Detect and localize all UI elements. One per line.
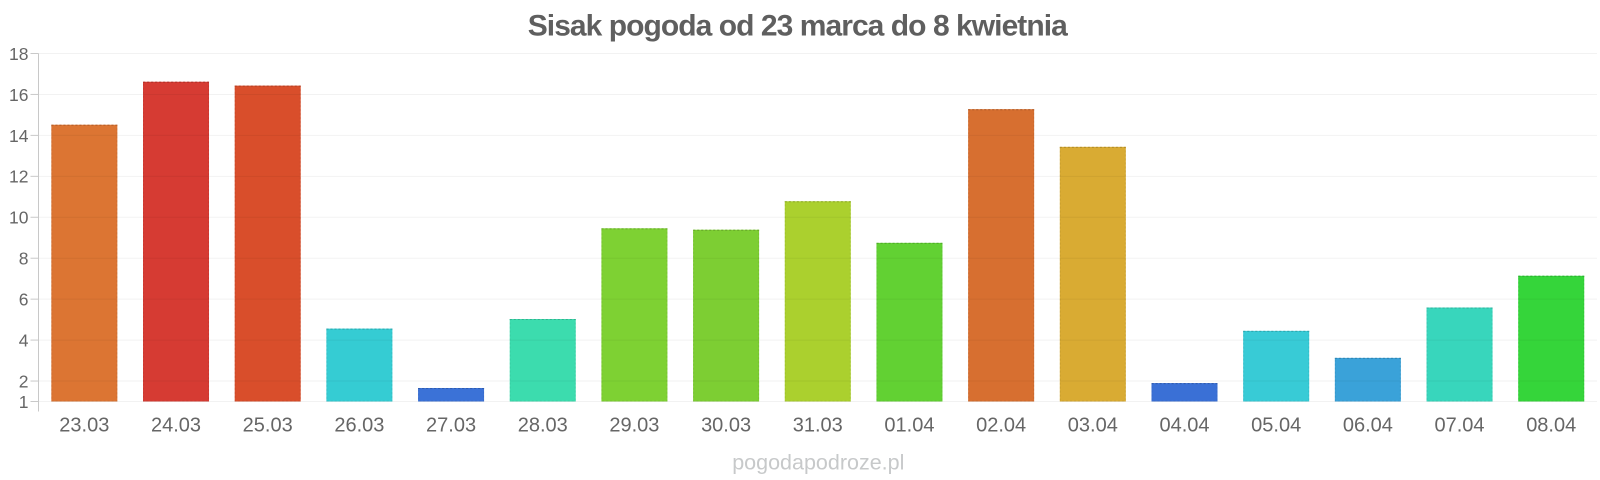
svg-text:30.03: 30.03 <box>701 414 751 436</box>
svg-text:25.03: 25.03 <box>243 414 293 436</box>
svg-text:pogodapodroze.pl: pogodapodroze.pl <box>732 451 904 475</box>
svg-text:10: 10 <box>9 208 29 228</box>
svg-text:05.04: 05.04 <box>1251 414 1301 436</box>
svg-text:31.03: 31.03 <box>793 414 843 436</box>
svg-text:12: 12 <box>9 167 28 187</box>
svg-text:14: 14 <box>9 126 29 146</box>
svg-text:Sisak pogoda od 23 marca do 8: Sisak pogoda od 23 marca do 8 kwietnia <box>528 10 1068 43</box>
svg-text:18: 18 <box>9 44 28 64</box>
svg-text:24.03: 24.03 <box>151 414 201 436</box>
svg-text:29.03: 29.03 <box>609 414 659 436</box>
svg-text:8: 8 <box>19 249 29 269</box>
svg-text:1: 1 <box>19 392 29 412</box>
svg-text:23.03: 23.03 <box>59 414 109 436</box>
svg-text:16: 16 <box>9 85 28 105</box>
svg-text:26.03: 26.03 <box>334 414 384 436</box>
svg-text:01.04: 01.04 <box>884 414 934 436</box>
svg-text:27.03: 27.03 <box>426 414 476 436</box>
svg-text:06.04: 06.04 <box>1343 414 1393 436</box>
svg-text:02.04: 02.04 <box>976 414 1026 436</box>
svg-text:28.03: 28.03 <box>518 414 568 436</box>
svg-text:03.04: 03.04 <box>1068 414 1118 436</box>
svg-text:6: 6 <box>19 290 29 310</box>
svg-text:04.04: 04.04 <box>1159 414 1209 436</box>
svg-text:2: 2 <box>19 371 29 391</box>
svg-text:08.04: 08.04 <box>1526 414 1576 436</box>
svg-text:4: 4 <box>19 330 29 350</box>
svg-text:07.04: 07.04 <box>1435 414 1485 436</box>
